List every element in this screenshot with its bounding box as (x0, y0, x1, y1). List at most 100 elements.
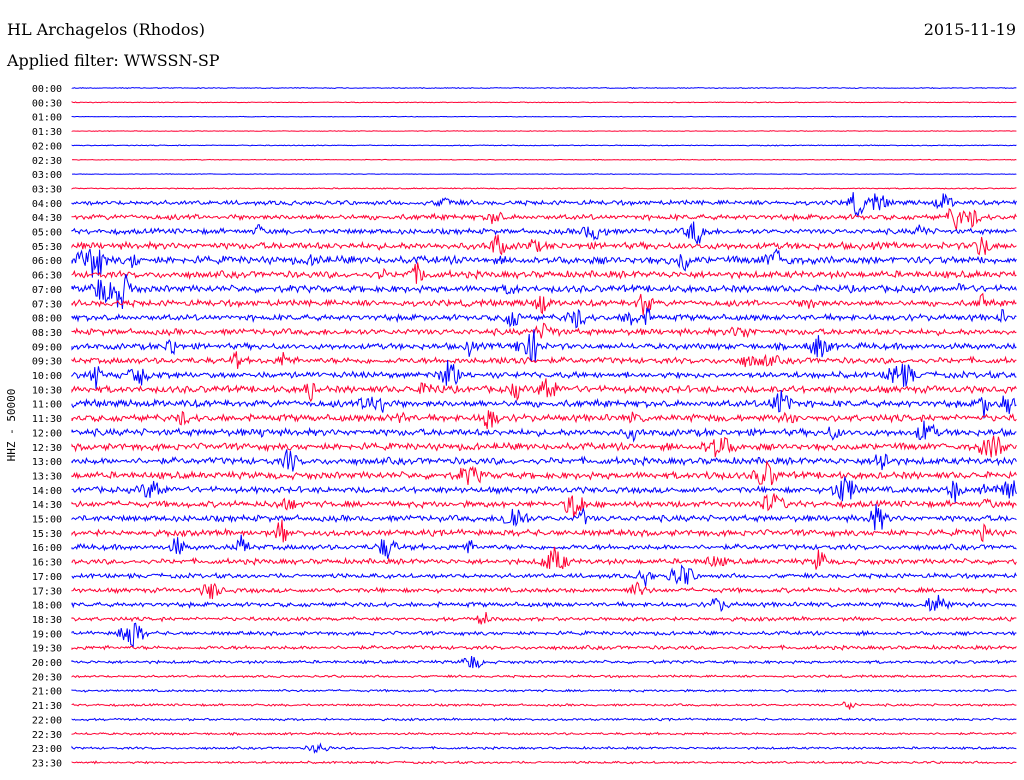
seismic-trace (71, 390, 1017, 419)
seismic-trace (71, 307, 1017, 329)
time-label: 06:30 (32, 271, 62, 282)
time-label: 08:00 (32, 314, 62, 325)
seismic-trace (72, 173, 1017, 175)
time-label: 16:30 (32, 558, 62, 569)
seismic-trace (71, 351, 1017, 369)
seismic-trace (71, 476, 1017, 504)
seismic-trace (71, 187, 1017, 190)
seismic-trace (71, 144, 1017, 147)
seismic-trace (71, 329, 1017, 363)
time-label: 03:30 (32, 184, 62, 195)
seismic-trace (71, 273, 1017, 309)
time-label: 07:30 (32, 299, 62, 310)
seismic-trace (71, 322, 1017, 339)
seismic-trace (71, 742, 1017, 754)
time-label: 02:00 (32, 141, 62, 152)
time-label: 10:30 (32, 385, 62, 396)
time-label: 11:30 (32, 414, 62, 425)
seismic-trace (71, 717, 1017, 722)
time-label: 15:00 (32, 515, 62, 526)
time-label: 01:30 (32, 127, 62, 138)
time-label: 14:30 (32, 500, 62, 511)
time-label: 18:30 (32, 615, 62, 626)
station-title: HL Archagelos (Rhodos) (7, 20, 205, 39)
time-label: 04:30 (32, 213, 62, 224)
seismic-trace (71, 581, 1017, 600)
time-label: 06:00 (32, 256, 62, 267)
time-label: 20:00 (32, 658, 62, 669)
time-label: 07:00 (32, 285, 62, 296)
date-label: 2015-11-19 (923, 20, 1016, 39)
seismic-trace (71, 192, 1017, 219)
time-label: 03:00 (32, 170, 62, 181)
time-label: 04:00 (32, 199, 62, 210)
time-label: 17:00 (32, 572, 62, 583)
seismic-trace (71, 207, 1017, 231)
seismic-trace (71, 115, 1017, 118)
seismic-trace (71, 234, 1017, 256)
time-labels-group: 00:00 00:30 01:00 01:30 02:00 02:30 03:00 03:30… (32, 84, 62, 769)
time-label: 23:00 (32, 744, 62, 755)
seismic-trace (71, 674, 1017, 679)
seismic-trace (71, 262, 1017, 284)
seismic-trace (71, 519, 1017, 543)
seismic-trace (71, 101, 1017, 104)
seismic-trace (71, 158, 1017, 161)
time-label: 00:30 (32, 98, 62, 109)
time-label: 08:30 (32, 328, 62, 339)
seismic-trace (71, 655, 1017, 669)
time-label: 22:00 (32, 715, 62, 726)
time-label: 17:30 (32, 586, 62, 597)
seismic-trace (71, 410, 1017, 430)
seismic-trace (71, 760, 1017, 765)
time-label: 14:00 (32, 486, 62, 497)
time-label: 19:00 (32, 629, 62, 640)
seismic-trace (71, 503, 1017, 531)
time-label: 12:00 (32, 428, 62, 439)
seismic-trace (71, 612, 1017, 625)
seismic-trace (71, 459, 1017, 486)
time-label: 21:30 (32, 701, 62, 712)
time-label: 16:00 (32, 543, 62, 554)
time-label: 18:00 (32, 601, 62, 612)
time-label: 00:00 (32, 84, 62, 95)
time-label: 09:00 (32, 342, 62, 353)
time-label: 02:30 (32, 156, 62, 167)
seismic-trace (71, 86, 1017, 90)
time-label: 05:30 (32, 242, 62, 253)
time-label: 15:30 (32, 529, 62, 540)
seismic-trace (71, 564, 1017, 587)
seismic-trace (71, 644, 1017, 651)
seismic-trace (71, 359, 1017, 389)
time-label: 05:00 (32, 228, 62, 239)
seismic-trace (71, 130, 1017, 132)
time-label: 11:00 (32, 400, 62, 411)
seismic-trace (71, 248, 1017, 278)
time-label: 12:30 (32, 443, 62, 454)
time-label: 22:30 (32, 730, 62, 741)
seismic-trace (71, 449, 1017, 472)
time-label: 20:30 (32, 672, 62, 683)
seismic-trace (71, 493, 1017, 518)
time-label: 21:00 (32, 687, 62, 698)
seismic-trace (71, 420, 1017, 443)
seismic-trace (71, 688, 1017, 693)
seismic-trace (71, 378, 1017, 403)
seismic-trace (71, 221, 1017, 246)
time-label: 01:00 (32, 113, 62, 124)
filter-label: Applied filter: WWSSN-SP (7, 51, 220, 70)
seismic-trace (71, 701, 1017, 710)
time-label: 13:00 (32, 457, 62, 468)
seismic-trace (71, 622, 1017, 648)
time-label: 10:00 (32, 371, 62, 382)
time-label: 13:30 (32, 471, 62, 482)
seismic-trace (71, 534, 1017, 559)
seismic-trace (71, 546, 1017, 570)
time-label: 23:30 (32, 758, 62, 769)
seismic-trace (71, 292, 1017, 316)
seismic-trace (71, 594, 1017, 613)
traces-group (71, 86, 1017, 765)
time-label: 09:30 (32, 357, 62, 368)
seismic-trace (71, 435, 1017, 458)
